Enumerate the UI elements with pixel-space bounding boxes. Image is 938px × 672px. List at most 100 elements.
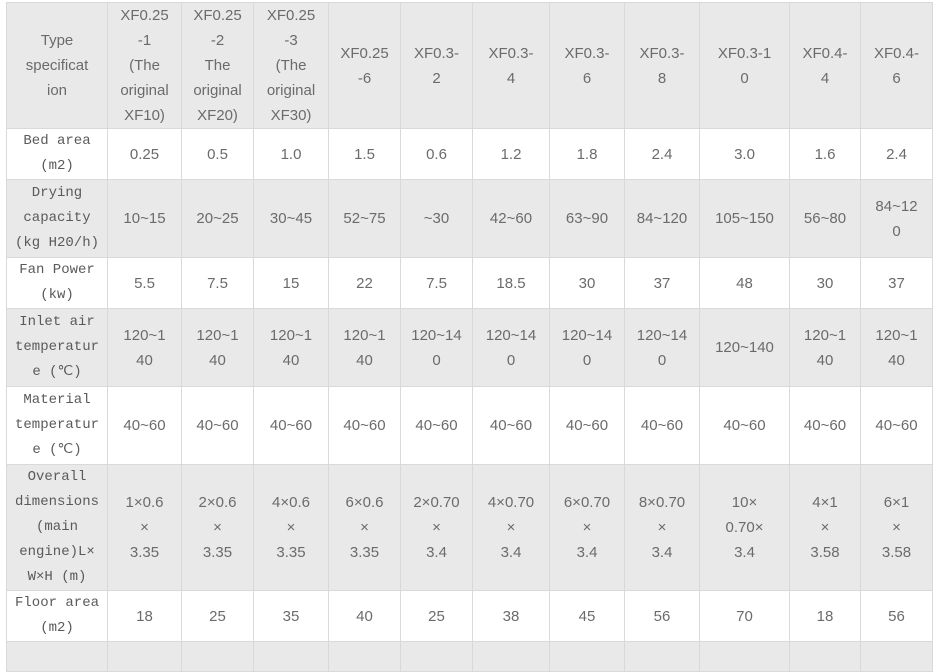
value-cell: 25 xyxy=(181,590,254,642)
value-cell: 30 xyxy=(549,257,625,309)
value-cell: 120~14 0 xyxy=(400,308,473,387)
value-cell: 37 xyxy=(624,257,700,309)
value-cell: 40 xyxy=(328,590,401,642)
value-cell: 40~60 xyxy=(253,386,329,465)
header-cell-model: XF0.3-1 0 xyxy=(699,2,790,129)
value-cell-empty xyxy=(400,641,473,672)
row-label: Material temperatur e (℃) xyxy=(6,386,108,465)
value-cell: 40~60 xyxy=(107,386,182,465)
value-cell: 2×0.70 × 3.4 xyxy=(400,464,473,591)
value-cell: 120~1 40 xyxy=(328,308,401,387)
value-cell: 40~60 xyxy=(400,386,473,465)
header-cell-model: XF0.25 -1 (The original XF10) xyxy=(107,2,182,129)
table-row: Fan Power (kw) 5.5 7.5 15 22 7.5 18.5 30 37 48 30 3… xyxy=(6,257,933,309)
value-cell: 30 xyxy=(789,257,861,309)
value-cell: 3.0 xyxy=(699,128,790,180)
value-cell-empty xyxy=(253,641,329,672)
value-cell-empty xyxy=(472,641,550,672)
value-cell: 1.8 xyxy=(549,128,625,180)
value-cell: 35 xyxy=(253,590,329,642)
table-row: Inlet air temperatur e (℃) 120~1 40 120~1 … xyxy=(6,308,933,387)
value-cell: 120~1 40 xyxy=(860,308,933,387)
header-cell-model: XF0.25 -6 xyxy=(328,2,401,129)
value-cell: 105~150 xyxy=(699,179,790,258)
value-cell: 40~60 xyxy=(181,386,254,465)
value-cell: 2.4 xyxy=(624,128,700,180)
value-cell: 6×0.70 × 3.4 xyxy=(549,464,625,591)
value-cell-empty xyxy=(699,641,790,672)
value-cell: 1.2 xyxy=(472,128,550,180)
header-row: Type specificat ion XF0.25 -1 (The origin… xyxy=(6,2,933,129)
value-cell: 10× 0.70× 3.4 xyxy=(699,464,790,591)
value-cell: 8×0.70 × 3.4 xyxy=(624,464,700,591)
table-row: Drying capacity (kg H20/h) 10~15 20~25 30~4… xyxy=(6,179,933,258)
value-cell: 40~60 xyxy=(699,386,790,465)
value-cell: 40~60 xyxy=(328,386,401,465)
value-cell: 6×0.6 × 3.35 xyxy=(328,464,401,591)
value-cell-empty xyxy=(328,641,401,672)
value-cell: 7.5 xyxy=(181,257,254,309)
value-cell: 120~140 xyxy=(699,308,790,387)
value-cell: 37 xyxy=(860,257,933,309)
value-cell: 120~1 40 xyxy=(789,308,861,387)
value-cell-empty xyxy=(624,641,700,672)
value-cell: 56 xyxy=(624,590,700,642)
table-row-partial xyxy=(6,641,933,672)
value-cell-empty xyxy=(860,641,933,672)
row-label: Fan Power (kw) xyxy=(6,257,108,309)
value-cell: 18 xyxy=(789,590,861,642)
value-cell: 1.6 xyxy=(789,128,861,180)
value-cell: 30~45 xyxy=(253,179,329,258)
table-row: Bed area (m2) 0.25 0.5 1.0 1.5 0.6 1.2 1.8 2.4 3.… xyxy=(6,128,933,180)
value-cell: 48 xyxy=(699,257,790,309)
value-cell: 40~60 xyxy=(624,386,700,465)
value-cell-empty xyxy=(549,641,625,672)
value-cell: 2×0.6 × 3.35 xyxy=(181,464,254,591)
value-cell: 6×1 × 3.58 xyxy=(860,464,933,591)
value-cell: 7.5 xyxy=(400,257,473,309)
value-cell-empty xyxy=(789,641,861,672)
row-label: Floor area (m2) xyxy=(6,590,108,642)
value-cell-empty xyxy=(181,641,254,672)
value-cell: 45 xyxy=(549,590,625,642)
value-cell: 52~75 xyxy=(328,179,401,258)
header-cell-model: XF0.4- 6 xyxy=(860,2,933,129)
value-cell-empty xyxy=(6,641,108,672)
value-cell: 120~1 40 xyxy=(181,308,254,387)
row-label: Overall dimensions (main engine)L× W×H (… xyxy=(6,464,108,591)
row-label: Drying capacity (kg H20/h) xyxy=(6,179,108,258)
value-cell: 38 xyxy=(472,590,550,642)
header-cell-model: XF0.25 -2 The original XF20) xyxy=(181,2,254,129)
value-cell: 1×0.6 × 3.35 xyxy=(107,464,182,591)
header-cell-model: XF0.3- 4 xyxy=(472,2,550,129)
value-cell: 56 xyxy=(860,590,933,642)
row-label: Bed area (m2) xyxy=(6,128,108,180)
value-cell: 18 xyxy=(107,590,182,642)
value-cell: 84~12 0 xyxy=(860,179,933,258)
table-row: Material temperatur e (℃) 40~60 40~60 40~60… xyxy=(6,386,933,465)
header-cell-model: XF0.3- 6 xyxy=(549,2,625,129)
spec-table-head: Type specificat ion XF0.25 -1 (The origin… xyxy=(6,2,933,129)
value-cell: 4×0.6 × 3.35 xyxy=(253,464,329,591)
value-cell: 10~15 xyxy=(107,179,182,258)
table-row: Overall dimensions (main engine)L× W×H (… xyxy=(6,464,933,591)
value-cell: 40~60 xyxy=(549,386,625,465)
value-cell: 1.0 xyxy=(253,128,329,180)
value-cell: 4×1 × 3.58 xyxy=(789,464,861,591)
value-cell: 0.6 xyxy=(400,128,473,180)
value-cell: 70 xyxy=(699,590,790,642)
value-cell: 120~14 0 xyxy=(549,308,625,387)
value-cell: 1.5 xyxy=(328,128,401,180)
value-cell: 120~1 40 xyxy=(253,308,329,387)
row-label: Inlet air temperatur e (℃) xyxy=(6,308,108,387)
value-cell: 40~60 xyxy=(860,386,933,465)
value-cell: 40~60 xyxy=(789,386,861,465)
spec-table: Type specificat ion XF0.25 -1 (The origin… xyxy=(6,2,933,672)
value-cell: 20~25 xyxy=(181,179,254,258)
table-row: Floor area (m2) 18 25 35 40 25 38 45 56 70 18 56 xyxy=(6,590,933,642)
value-cell: 42~60 xyxy=(472,179,550,258)
value-cell: 0.25 xyxy=(107,128,182,180)
header-cell-model: XF0.25 -3 (The original XF30) xyxy=(253,2,329,129)
value-cell: 56~80 xyxy=(789,179,861,258)
value-cell: 25 xyxy=(400,590,473,642)
